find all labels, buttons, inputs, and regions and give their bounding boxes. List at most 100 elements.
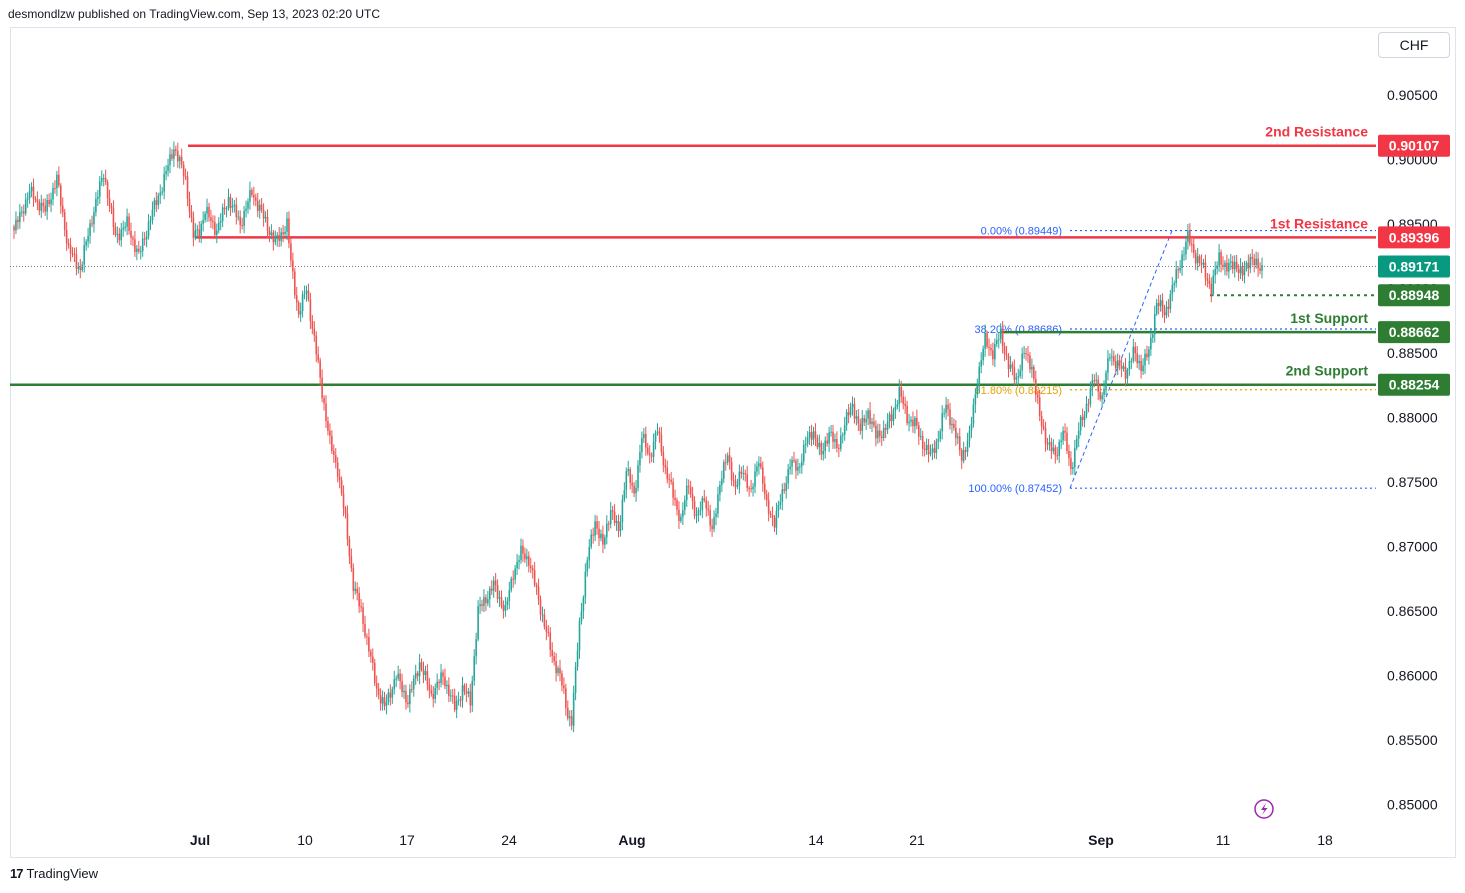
candle-body	[1097, 379, 1099, 392]
lightning-icon[interactable]	[1254, 799, 1274, 819]
candle-body	[504, 604, 507, 611]
candle-body	[1114, 361, 1117, 369]
candle-body	[960, 450, 963, 461]
candle-body	[516, 561, 518, 569]
candle	[124, 221, 126, 232]
candle-body	[44, 205, 46, 212]
candle-body	[992, 350, 994, 360]
candle	[549, 626, 552, 658]
candle-body	[65, 229, 68, 244]
x-tick-label: Aug	[618, 832, 645, 848]
candle	[787, 463, 789, 490]
candle-body	[368, 636, 370, 652]
currency-button[interactable]: CHF	[1378, 32, 1450, 58]
tradingview-footer[interactable]: 17 TradingView	[10, 866, 98, 881]
candle-body	[385, 702, 388, 707]
candle	[773, 515, 776, 532]
candle	[366, 633, 368, 646]
candle	[85, 239, 87, 251]
candle	[192, 211, 195, 247]
candle	[929, 444, 932, 457]
candle-body	[1072, 467, 1074, 469]
candle	[485, 594, 487, 611]
candle-body	[448, 684, 450, 697]
candle-body	[1175, 269, 1177, 284]
candle	[83, 236, 85, 273]
candle-body	[48, 199, 50, 205]
candle	[592, 527, 594, 544]
candle	[568, 710, 571, 727]
candle	[781, 483, 784, 511]
candle-body	[524, 553, 526, 560]
candle-body	[1157, 302, 1160, 307]
candle-body	[95, 198, 97, 213]
candle	[867, 408, 869, 426]
candle	[958, 428, 961, 456]
candle-body	[555, 661, 557, 674]
candle-body	[128, 216, 130, 231]
candle	[994, 338, 996, 368]
candle	[625, 467, 628, 499]
candle	[40, 194, 43, 218]
price-tag-bg	[1378, 134, 1450, 157]
y-tick-label: 0.87000	[1387, 539, 1438, 555]
candle-body	[141, 238, 144, 252]
candle-body	[241, 225, 243, 227]
candle	[633, 482, 635, 498]
candle	[1040, 410, 1043, 435]
candle	[1144, 348, 1146, 374]
candle	[801, 453, 803, 474]
candle-body	[709, 510, 711, 526]
candle-body	[779, 501, 782, 506]
candle-body	[446, 684, 448, 687]
candle-body	[331, 435, 333, 452]
candle-body	[611, 510, 614, 512]
candle-body	[514, 568, 516, 580]
candle	[648, 445, 651, 464]
candle	[432, 686, 435, 708]
candle	[676, 497, 678, 516]
candle-body	[210, 217, 212, 221]
candle	[1089, 381, 1092, 408]
candle-body	[323, 397, 325, 404]
candle	[58, 166, 60, 188]
candle-body	[808, 432, 811, 438]
candle	[730, 457, 733, 486]
candle	[373, 658, 376, 687]
candle	[919, 428, 922, 441]
candle-body	[754, 471, 756, 487]
candle	[572, 685, 575, 733]
candle	[139, 245, 142, 260]
candle-body	[939, 431, 942, 440]
candle-body	[370, 651, 372, 657]
candle	[79, 258, 82, 279]
candle-body	[623, 490, 626, 500]
candle-body	[557, 668, 559, 674]
candle-body	[1044, 428, 1047, 444]
x-tick-label: 11	[1216, 832, 1231, 848]
candle-body	[565, 688, 567, 708]
candle	[434, 683, 436, 704]
candle	[329, 423, 331, 445]
candle	[518, 555, 520, 570]
candle-body	[1052, 447, 1055, 452]
candle	[297, 300, 300, 319]
candle-body	[604, 537, 606, 545]
candle-body	[931, 448, 934, 453]
candle-body	[684, 500, 686, 511]
candle	[1185, 235, 1187, 260]
candle-body	[986, 332, 988, 347]
candle	[832, 424, 834, 449]
candle	[194, 223, 197, 241]
candle-body	[699, 509, 702, 511]
candle-body	[352, 568, 355, 591]
candle	[1241, 262, 1244, 282]
candle-body	[879, 430, 881, 437]
candle-body	[896, 404, 899, 407]
candle	[1093, 374, 1096, 388]
candle-body	[953, 423, 955, 428]
candle-body	[568, 716, 571, 719]
candle-body	[237, 216, 240, 218]
candle-body	[508, 590, 511, 602]
